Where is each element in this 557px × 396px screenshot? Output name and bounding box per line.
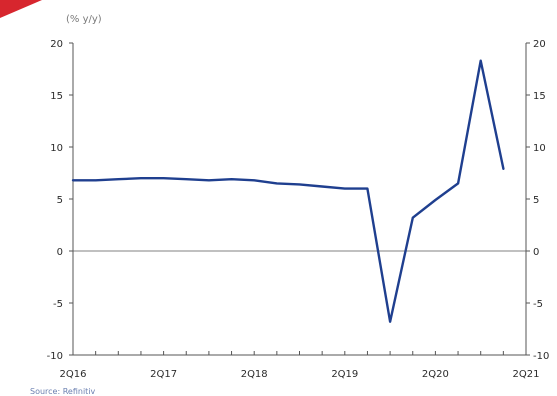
axes — [72, 43, 527, 356]
x-axis-ticks: 2Q16 2Q17 2Q18 2Q19 2Q20 2Q21 — [60, 351, 540, 380]
left-tick-label: 0 — [57, 247, 63, 258]
left-tick-label: -10 — [47, 351, 63, 362]
left-tick-label: 5 — [57, 195, 63, 206]
left-tick-label: 10 — [50, 143, 63, 154]
left-y-axis-ticks: 20 15 10 5 0 -5 -10 — [47, 39, 73, 362]
right-tick-label: 0 — [533, 247, 539, 258]
series-group — [71, 59, 505, 323]
right-tick-label: 20 — [533, 39, 546, 50]
x-tick-label: 2Q16 — [60, 369, 87, 380]
right-tick-label: 15 — [533, 91, 546, 102]
x-tick-label: 2Q19 — [331, 369, 358, 380]
x-tick-label: 2Q21 — [513, 369, 540, 380]
right-y-axis-ticks: 20 15 10 5 0 -5 -10 — [526, 39, 549, 362]
right-tick-label: -5 — [533, 299, 543, 310]
left-tick-label: 20 — [50, 39, 63, 50]
y-axis-unit-label: (% y/y) — [66, 14, 102, 25]
series-line — [71, 59, 505, 323]
x-tick-label: 2Q20 — [422, 369, 449, 380]
x-tick-label: 2Q17 — [150, 369, 177, 380]
left-tick-label: -5 — [53, 299, 63, 310]
right-tick-label: 10 — [533, 143, 546, 154]
x-tick-label: 2Q18 — [241, 369, 268, 380]
right-tick-label: -10 — [533, 351, 549, 362]
left-tick-label: 15 — [50, 91, 63, 102]
right-tick-label: 5 — [533, 195, 539, 206]
source-note: Source: Refinitiv — [30, 387, 96, 396]
red-accent-shape — [0, 0, 42, 18]
